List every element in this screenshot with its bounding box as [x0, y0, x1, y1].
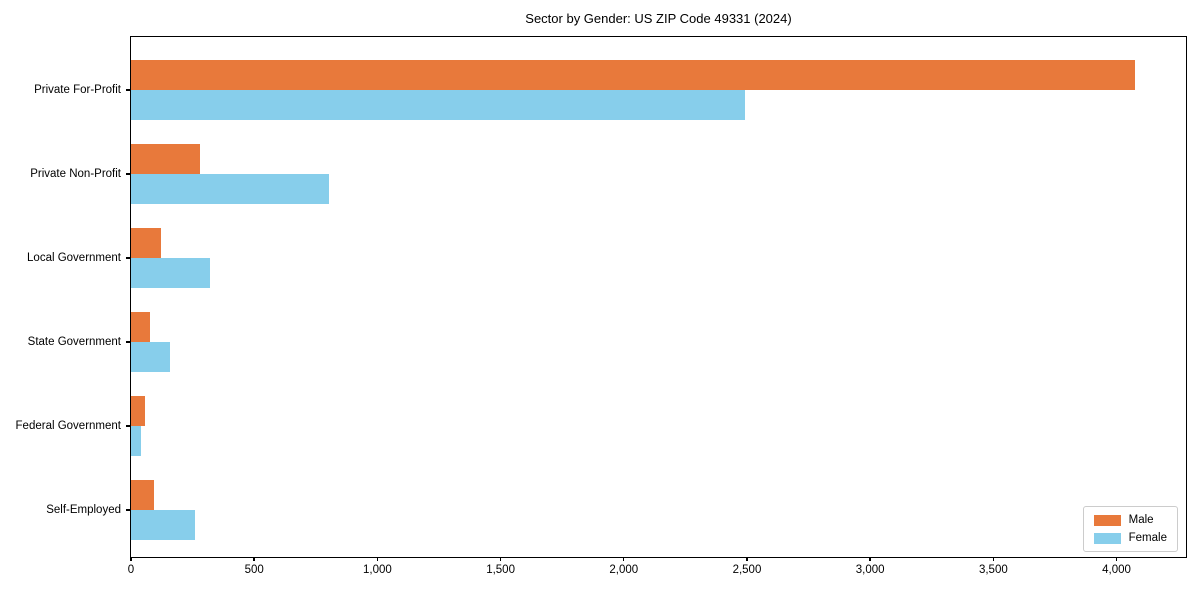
x-tick-label-1-000: 1,000 [362, 564, 392, 576]
bar-female-private-non-profit [131, 174, 330, 204]
bar-female-private-for-profit [131, 90, 745, 120]
bar-male-state-government [131, 312, 150, 342]
x-tick-label-3-500: 3,500 [978, 564, 1008, 576]
x-tick-mark [623, 557, 625, 561]
x-tick-mark [130, 557, 132, 561]
y-tick-label-self-employed: Self-Employed [46, 504, 121, 516]
x-tick-label-3-000: 3,000 [855, 564, 885, 576]
x-tick-label-2-500: 2,500 [732, 564, 762, 576]
legend-row-male: Male [1093, 514, 1167, 526]
bar-female-self-employed [131, 510, 196, 540]
bar-male-private-for-profit [131, 60, 1135, 90]
chart-title: Sector by Gender: US ZIP Code 49331 (202… [525, 11, 792, 26]
x-tick-mark [499, 557, 502, 561]
y-tick-mark [125, 341, 130, 343]
x-tick-mark [1115, 557, 1118, 561]
x-tick-mark [376, 557, 379, 561]
y-tick-mark [125, 509, 130, 511]
plot-area: Private For-Profit Private Non-Profit Loca… [16, 36, 1187, 576]
y-tick-mark [125, 173, 130, 175]
y-tick-label-federal-government: Federal Government [15, 420, 121, 432]
y-tick-label-private-for-profit: Private For-Profit [34, 84, 121, 96]
y-tick-mark [125, 425, 130, 427]
x-tick-label-4-000: 4,000 [1102, 564, 1131, 576]
y-tick-label-local-government: Local Government [27, 252, 121, 264]
legend: Male Female [1082, 506, 1178, 552]
x-tick-label-1-500: 1,500 [486, 564, 515, 576]
x-tick-label-2-000: 2,000 [609, 564, 639, 576]
bar-male-private-non-profit [131, 144, 200, 174]
y-tick-label-state-government: State Government [27, 336, 121, 348]
x-tick-mark [253, 557, 255, 561]
x-tick-mark [869, 557, 871, 561]
bar-male-local-government [131, 228, 161, 258]
legend-label-female: Female [1128, 532, 1167, 544]
bar-female-state-government [131, 342, 171, 372]
legend-label-male: Male [1128, 514, 1154, 526]
y-tick-mark [125, 257, 130, 259]
legend-swatch-female [1093, 532, 1121, 544]
bar-male-self-employed [131, 480, 155, 510]
x-tick-mark [992, 557, 995, 561]
x-tick-mark [746, 557, 748, 561]
legend-swatch-male [1093, 514, 1121, 526]
bar-male-federal-government [131, 396, 145, 426]
y-tick-mark [125, 89, 130, 91]
y-tick-label-private-non-profit: Private Non-Profit [30, 168, 121, 180]
x-tick-label-0: 0 [127, 564, 135, 576]
legend-row-female: Female [1093, 532, 1167, 544]
bar-female-federal-government [131, 426, 141, 456]
bar-female-local-government [131, 258, 210, 288]
x-tick-label-500: 500 [244, 564, 264, 576]
